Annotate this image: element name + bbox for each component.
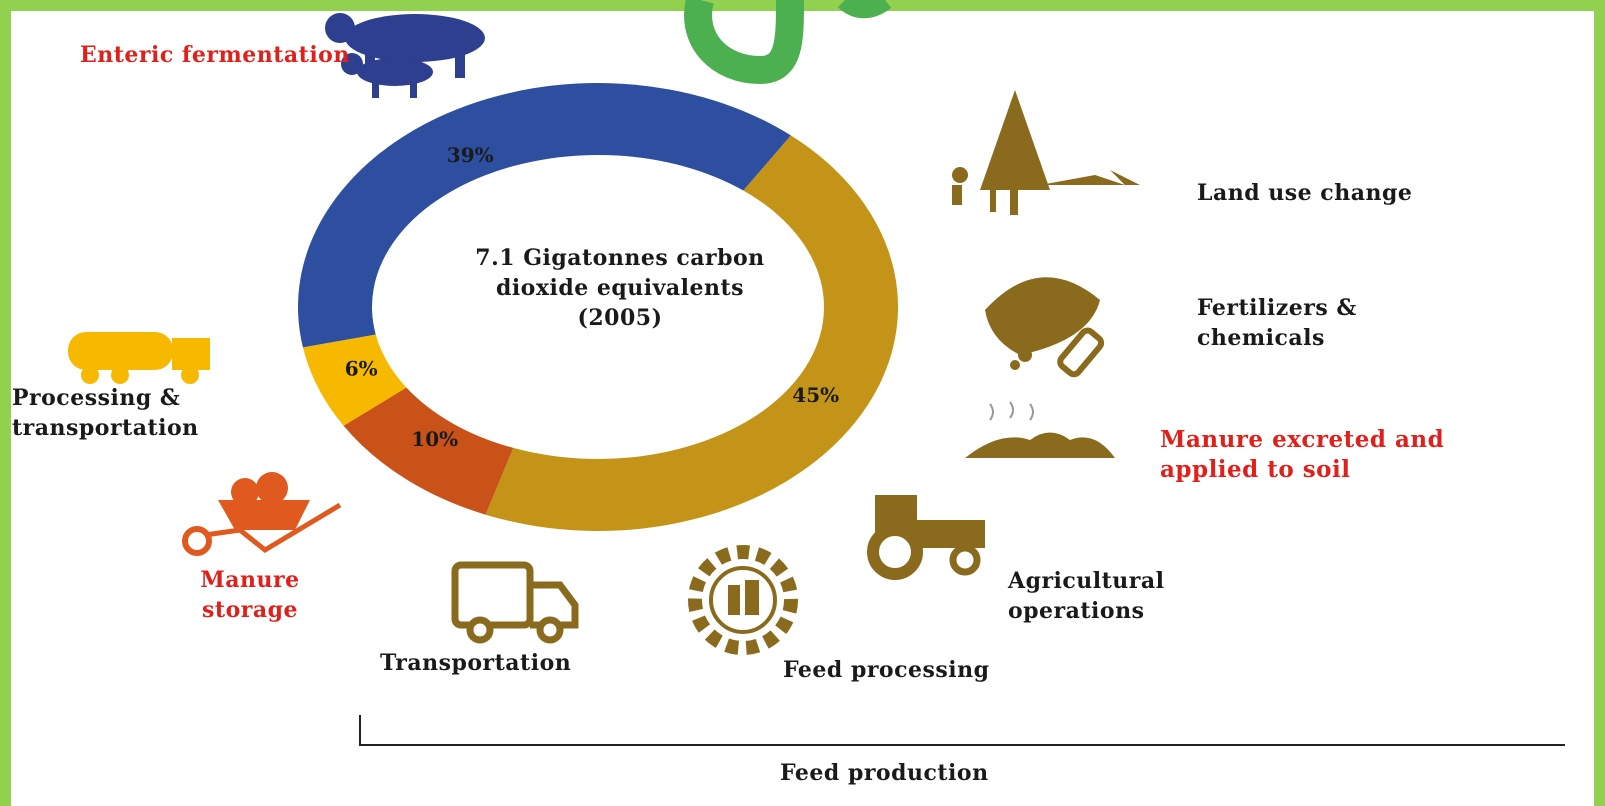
annotation: Agricultural operations (1008, 566, 1268, 626)
annotation: Feed processing (783, 655, 1003, 685)
center-label: 7.1 Gigatonnes carbon dioxide equivalent… (460, 243, 780, 333)
tractor-icon (873, 495, 985, 574)
category-label: Feed production (780, 758, 1140, 788)
fertilizer-icon (985, 277, 1104, 376)
annotation: Transportation (380, 648, 660, 678)
annotation: Land use change (1197, 178, 1557, 208)
value-label: 6% (345, 356, 378, 380)
logo (698, 0, 790, 70)
logo (845, 0, 885, 8)
annotation: Fertilizers & chemicals (1197, 293, 1437, 353)
forest-icon (952, 90, 1140, 215)
donut-segment (486, 135, 898, 531)
bracket (360, 715, 1565, 745)
annotation: Manure excreted and applied to soil (1160, 425, 1530, 485)
value-label: 45% (792, 383, 839, 407)
wheelbarrow-icon (185, 472, 340, 553)
page: {"chart_data": {"type": "donut", "center… (0, 0, 1605, 806)
gear-icon (695, 552, 791, 648)
category-label: Manure storage (170, 565, 330, 625)
manure-icon (965, 402, 1115, 458)
value-label: 39% (447, 143, 494, 167)
value-label: 10% (411, 427, 458, 451)
category-label: Enteric fermentation (80, 40, 350, 70)
category-label: Processing & transportation (12, 383, 312, 443)
tanker-icon (68, 332, 210, 384)
truck-icon (455, 565, 575, 640)
